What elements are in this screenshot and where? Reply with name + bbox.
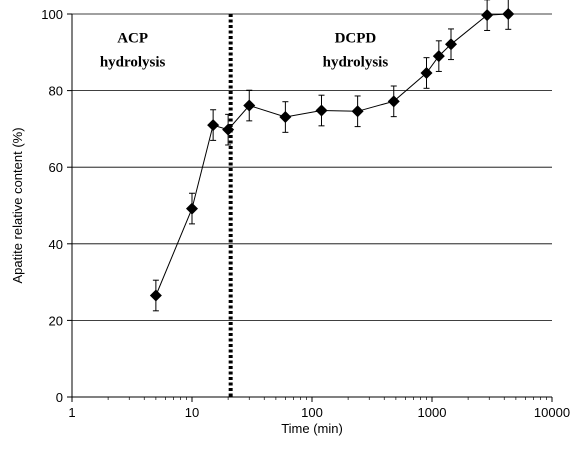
x-axis-title: Time (min) xyxy=(281,421,343,436)
x-tick-label-1: 10 xyxy=(185,405,199,420)
annotation-0-line-1: hydrolysis xyxy=(100,55,166,71)
data-point-9 xyxy=(420,66,433,79)
y-tick-label-4: 80 xyxy=(49,84,63,99)
y-tick-label-2: 40 xyxy=(49,237,63,252)
x-tick-label-2: 100 xyxy=(301,405,323,420)
y-tick-label-0: 0 xyxy=(56,390,63,405)
data-point-5 xyxy=(279,111,292,124)
y-tick-label-1: 20 xyxy=(49,313,63,328)
annotation-1-line-1: hydrolysis xyxy=(323,55,389,71)
data-point-4 xyxy=(243,99,256,112)
y-tick-label-5: 100 xyxy=(41,7,63,22)
data-point-1 xyxy=(186,202,198,215)
y-tick-label-3: 60 xyxy=(49,160,63,175)
data-point-11 xyxy=(445,38,458,51)
data-point-0 xyxy=(149,289,162,302)
data-point-2 xyxy=(207,119,220,132)
x-tick-label-4: 10000 xyxy=(534,405,570,420)
data-point-12 xyxy=(481,9,494,22)
annotation-1-line-0: DCPD xyxy=(335,31,377,47)
y-axis-title: Apatite relative content (%) xyxy=(10,127,25,283)
data-point-13 xyxy=(502,8,515,20)
annotation-0-line-0: ACP xyxy=(117,31,148,47)
data-point-3 xyxy=(222,123,235,136)
data-point-10 xyxy=(432,50,445,63)
data-point-7 xyxy=(351,105,364,118)
data-point-6 xyxy=(315,104,328,117)
x-tick-label-3: 1000 xyxy=(418,405,447,420)
data-point-8 xyxy=(387,95,400,108)
x-tick-label-0: 1 xyxy=(68,405,75,420)
